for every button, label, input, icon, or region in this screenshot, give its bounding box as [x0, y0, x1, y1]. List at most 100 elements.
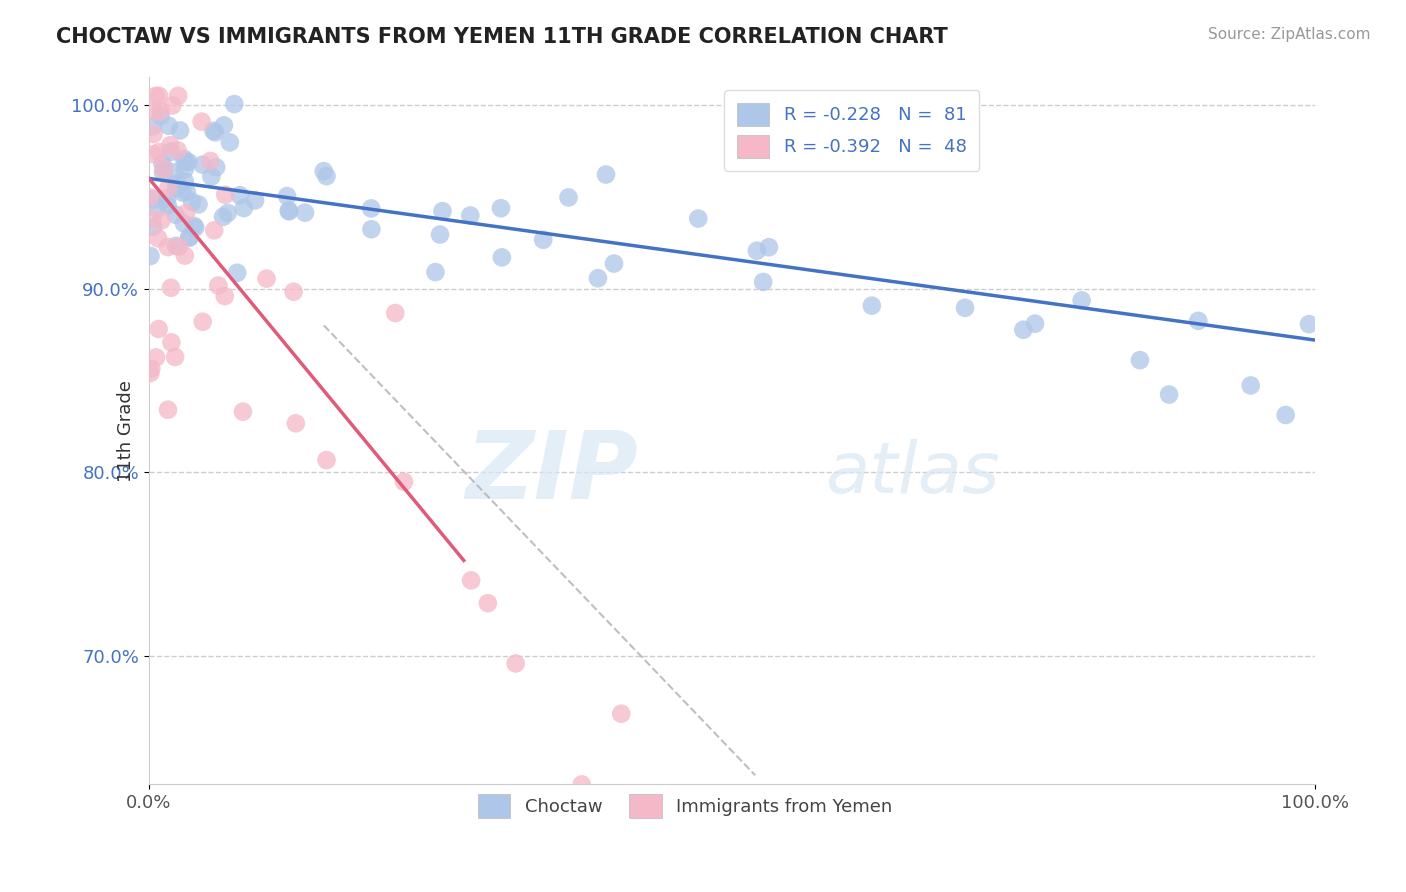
Point — [142, 127, 165, 141]
Point — [531, 233, 554, 247]
Point — [173, 249, 195, 263]
Text: CHOCTAW VS IMMIGRANTS FROM YEMEN 11TH GRADE CORRELATION CHART: CHOCTAW VS IMMIGRANTS FROM YEMEN 11TH GR… — [56, 27, 948, 46]
Point — [1240, 378, 1263, 392]
Point — [491, 251, 513, 265]
Point — [174, 154, 197, 169]
Point — [174, 206, 197, 220]
Point — [173, 162, 195, 177]
Point — [226, 266, 249, 280]
Point — [142, 120, 165, 134]
Point — [232, 405, 254, 419]
Point — [169, 123, 191, 137]
Point — [953, 301, 976, 315]
Point — [232, 201, 254, 215]
Point — [1024, 317, 1046, 331]
Point — [173, 174, 195, 188]
Point — [162, 98, 184, 112]
Point — [142, 193, 165, 207]
Point — [157, 119, 180, 133]
Point — [557, 190, 579, 204]
Point — [176, 185, 198, 199]
Point — [149, 104, 172, 119]
Point — [160, 335, 183, 350]
Point — [425, 265, 447, 279]
Point — [167, 88, 190, 103]
Point — [139, 366, 162, 380]
Point — [142, 219, 165, 234]
Point — [148, 145, 170, 160]
Point — [315, 169, 337, 183]
Text: Source: ZipAtlas.com: Source: ZipAtlas.com — [1208, 27, 1371, 42]
Point — [145, 88, 167, 103]
Point — [212, 210, 235, 224]
Point — [165, 208, 187, 222]
Point — [184, 220, 207, 235]
Point — [312, 164, 335, 178]
Point — [167, 239, 190, 253]
Point — [229, 188, 252, 202]
Point — [1157, 387, 1180, 401]
Point — [429, 227, 451, 242]
Point — [200, 169, 222, 184]
Point — [752, 275, 775, 289]
Text: ZIP: ZIP — [465, 427, 638, 519]
Point — [150, 213, 173, 227]
Point — [153, 162, 176, 177]
Point — [148, 88, 170, 103]
Point — [505, 657, 527, 671]
Point — [141, 361, 163, 376]
Point — [277, 203, 299, 218]
Point — [204, 125, 226, 139]
Point — [205, 160, 228, 174]
Point — [595, 168, 617, 182]
Point — [139, 249, 162, 263]
Point — [187, 197, 209, 211]
Point — [142, 147, 165, 161]
Point — [179, 230, 201, 244]
Point — [688, 211, 710, 226]
Point — [150, 156, 173, 170]
Point — [218, 136, 240, 150]
Point — [212, 118, 235, 132]
Point — [202, 223, 225, 237]
Point — [586, 271, 609, 285]
Point — [159, 138, 181, 153]
Point — [284, 417, 307, 431]
Point — [190, 114, 212, 128]
Point — [191, 158, 214, 172]
Point — [148, 322, 170, 336]
Point — [360, 222, 382, 236]
Point — [172, 186, 194, 200]
Point — [276, 189, 298, 203]
Point — [165, 239, 187, 253]
Point — [1187, 314, 1209, 328]
Point — [1298, 317, 1320, 331]
Point — [202, 124, 225, 138]
Point — [173, 152, 195, 166]
Point — [149, 109, 172, 123]
Point — [145, 351, 167, 365]
Point — [860, 299, 883, 313]
Point — [432, 204, 454, 219]
Point — [181, 194, 204, 209]
Point — [460, 574, 482, 588]
Point — [477, 596, 499, 610]
Point — [224, 97, 246, 112]
Point — [384, 306, 406, 320]
Point — [278, 204, 301, 219]
Point — [243, 194, 266, 208]
Point — [571, 777, 593, 791]
Point — [283, 285, 305, 299]
Point — [165, 350, 187, 364]
Point — [160, 281, 183, 295]
Point — [217, 206, 239, 220]
Point — [294, 205, 316, 219]
Point — [165, 181, 187, 195]
Point — [489, 201, 512, 215]
Point — [139, 190, 162, 204]
Point — [214, 187, 236, 202]
Point — [156, 198, 179, 212]
Point — [392, 475, 415, 489]
Point — [163, 165, 186, 179]
Legend: Choctaw, Immigrants from Yemen: Choctaw, Immigrants from Yemen — [471, 788, 900, 825]
